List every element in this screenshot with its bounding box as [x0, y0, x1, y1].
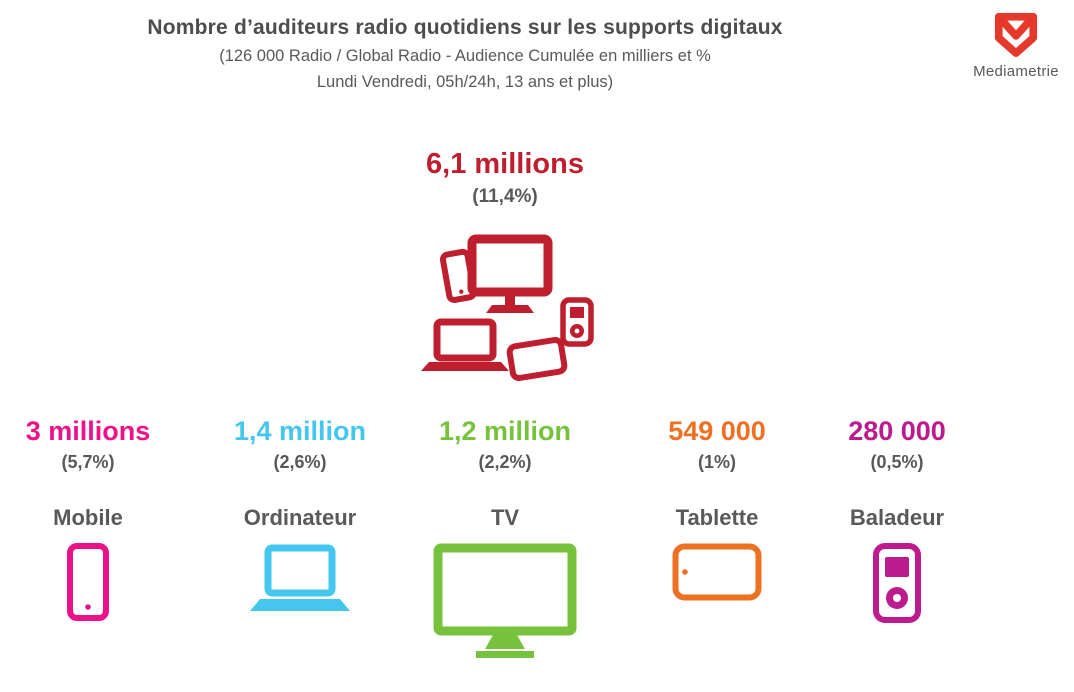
mp3-player-icon — [797, 543, 997, 623]
device-percent: (0,5%) — [870, 452, 924, 472]
smartphone-icon — [0, 543, 188, 621]
device-value: 1,4 million — [233, 416, 367, 446]
page-title: Nombre d’auditeurs radio quotidiens sur … — [147, 16, 783, 39]
device-percent: (2,2%) — [478, 452, 532, 472]
header: Nombre d’auditeurs radio quotidiens sur … — [0, 16, 930, 92]
device-column-tablette: 549 000 (1%) Tablette — [617, 415, 817, 601]
device-label: TV — [490, 505, 520, 530]
tv-icon — [405, 543, 605, 659]
device-value: 1,2 million — [438, 416, 572, 446]
mediametrie-logo-text: Mediametrie — [973, 63, 1059, 80]
device-value: 549 000 — [668, 416, 766, 446]
device-percent: (2,6%) — [273, 452, 327, 472]
device-column-ordinateur: 1,4 million (2,6%) Ordinateur — [200, 415, 400, 619]
subtitle-line-2: Lundi Vendredi, 05h/24h, 13 ans et plus) — [316, 73, 614, 91]
device-value: 280 000 — [848, 416, 946, 446]
device-column-baladeur: 280 000 (0,5%) Baladeur — [797, 415, 997, 623]
total-percent: (11,4%) — [472, 186, 538, 207]
device-label: Tablette — [675, 505, 759, 530]
device-label: Ordinateur — [243, 505, 357, 530]
total-section: 6,1 millions (11,4%) — [0, 148, 1010, 387]
subtitle-line-1: (126 000 Radio / Global Radio - Audience… — [219, 47, 711, 65]
tablet-icon — [617, 543, 817, 601]
device-column-mobile: 3 millions (5,7%) Mobile — [0, 415, 188, 621]
mediametrie-logo: Mediametrie — [966, 12, 1066, 80]
device-label: Baladeur — [849, 505, 945, 530]
device-value: 3 millions — [25, 416, 151, 446]
laptop-icon — [200, 543, 400, 619]
mediametrie-logo-icon — [994, 13, 1038, 58]
device-column-tv: 1,2 million (2,2%) TV — [405, 415, 605, 659]
device-percent: (1%) — [697, 452, 736, 472]
device-label: Mobile — [53, 505, 123, 530]
device-percent: (5,7%) — [61, 452, 115, 472]
device-cluster-icon — [413, 232, 598, 387]
total-value: 6,1 millions — [426, 148, 584, 180]
